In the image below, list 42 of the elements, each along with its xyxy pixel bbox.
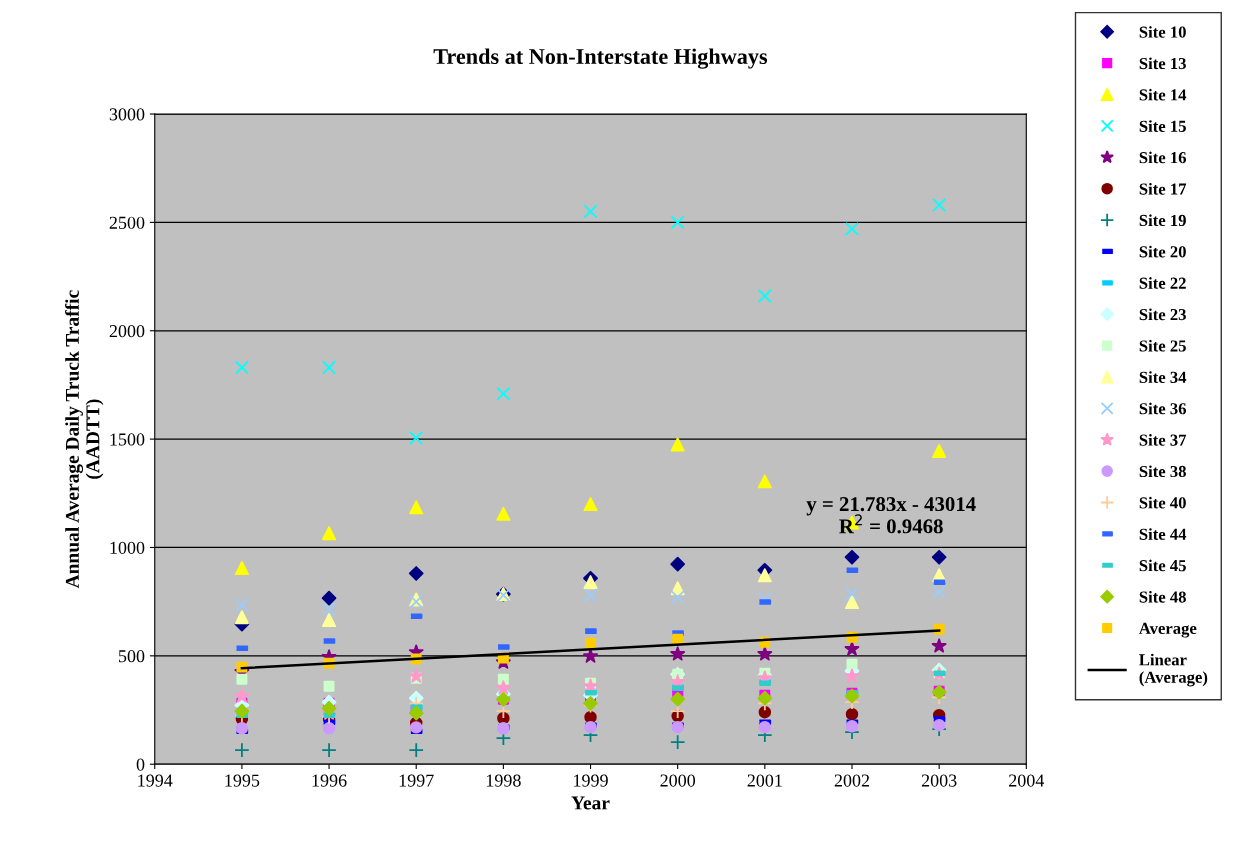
- x-tick-label: 2002: [834, 774, 870, 787]
- x-tick-label: 2000: [660, 774, 696, 787]
- legend-label: Site 25: [1139, 339, 1186, 352]
- y-tick-label: 3000: [109, 108, 145, 121]
- legend-label: Site 20: [1139, 245, 1186, 258]
- chart-title: Trends at Non-Interstate Highways: [433, 48, 768, 69]
- y-tick-label: 1000: [110, 541, 145, 554]
- x-axis-title: Year: [571, 796, 610, 810]
- legend-label: Site 22: [1139, 277, 1186, 289]
- legend-label: Site 17: [1139, 182, 1187, 195]
- legend-label: Site 48: [1139, 590, 1186, 603]
- legend-label: Site 15: [1139, 120, 1186, 132]
- legend-label: Site 36: [1139, 402, 1187, 415]
- legend-label: Site 38: [1139, 465, 1186, 478]
- legend-label: Site 40: [1139, 496, 1186, 509]
- x-tick-label: 2001: [747, 774, 782, 787]
- x-tick-label: 1998: [486, 774, 521, 787]
- legend-label: Site 34: [1139, 371, 1187, 383]
- y-tick-label: 2000: [109, 325, 145, 338]
- legend-label: Site 23: [1139, 308, 1186, 321]
- y-tick-label: 1500: [110, 433, 145, 446]
- legend-label: Average: [1138, 622, 1197, 638]
- x-tick-label: 1995: [225, 774, 260, 787]
- x-tick-label: 2003: [921, 774, 957, 787]
- legend-label: Site 45: [1139, 559, 1186, 572]
- x-tick-label: 1997: [399, 774, 434, 787]
- legend-label: Linear (Average): [1139, 653, 1208, 687]
- x-tick-label: 1996: [312, 774, 347, 787]
- y-axis-title: Annual Average Daily Truck Traffic (AADTT): [65, 290, 104, 589]
- legend-label: Site 14: [1139, 88, 1187, 101]
- legend-label: Site 10: [1139, 26, 1186, 38]
- legend-label: Site 13: [1139, 57, 1186, 70]
- y-tick-label: 0: [136, 758, 145, 771]
- legend-label: Site 16: [1139, 151, 1187, 164]
- legend-label: Site 37: [1139, 434, 1187, 446]
- x-tick-label: 2004: [1009, 774, 1045, 787]
- x-tick-label: 1999: [574, 774, 608, 787]
- legend-label: Site 19: [1139, 214, 1186, 227]
- legend-label: Site 44: [1139, 528, 1187, 540]
- y-tick-label: 2500: [109, 216, 145, 229]
- y-tick-label: 500: [118, 650, 145, 663]
- x-tick-label: 1994: [138, 774, 173, 787]
